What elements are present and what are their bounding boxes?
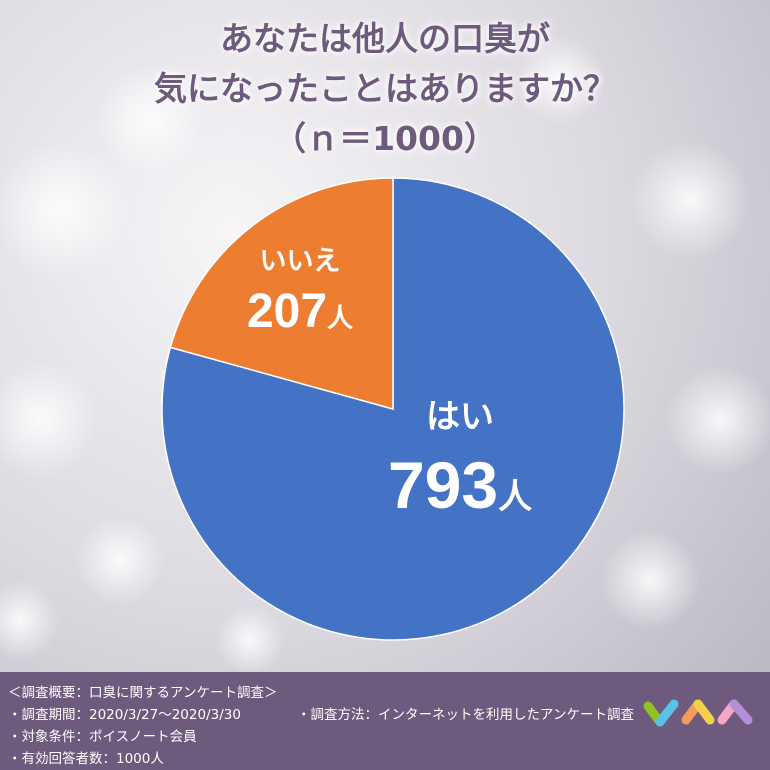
slice-label-no: いいえ — [260, 246, 341, 276]
chart-title-sample-size: （ｎ＝1000） — [273, 119, 497, 158]
slice-unit-yes: 人 — [498, 478, 532, 516]
survey-summary-heading: ＜調査概要：口臭に関するアンケート調査＞ — [8, 685, 278, 701]
pie-slice-no — [169, 177, 394, 410]
logo-icon — [643, 699, 753, 727]
slice-value-no: 207人 — [247, 285, 353, 338]
slice-value-yes: 793人 — [388, 448, 532, 522]
survey-summary-footer: ＜調査概要：口臭に関するアンケート調査＞ ・調査期間：2020/3/27〜202… — [0, 672, 770, 770]
slice-label-yes: はい — [426, 398, 494, 436]
slice-unit-no: 人 — [327, 303, 353, 333]
chart-title-line1: あなたは他人の口臭が — [220, 19, 550, 58]
chart-title-line2: 気になったことはありますか？ — [154, 69, 616, 108]
survey-target: ・対象条件：ポイスノート会員 — [8, 729, 197, 745]
pie-slice-yes — [161, 177, 625, 641]
survey-method: ・調査方法：インターネットを利用したアンケート調査 — [297, 707, 634, 723]
survey-respondents: ・有効回答者数：1000人 — [8, 751, 164, 767]
survey-period: ・調査期間：2020/3/27〜2020/3/30 — [8, 707, 241, 723]
